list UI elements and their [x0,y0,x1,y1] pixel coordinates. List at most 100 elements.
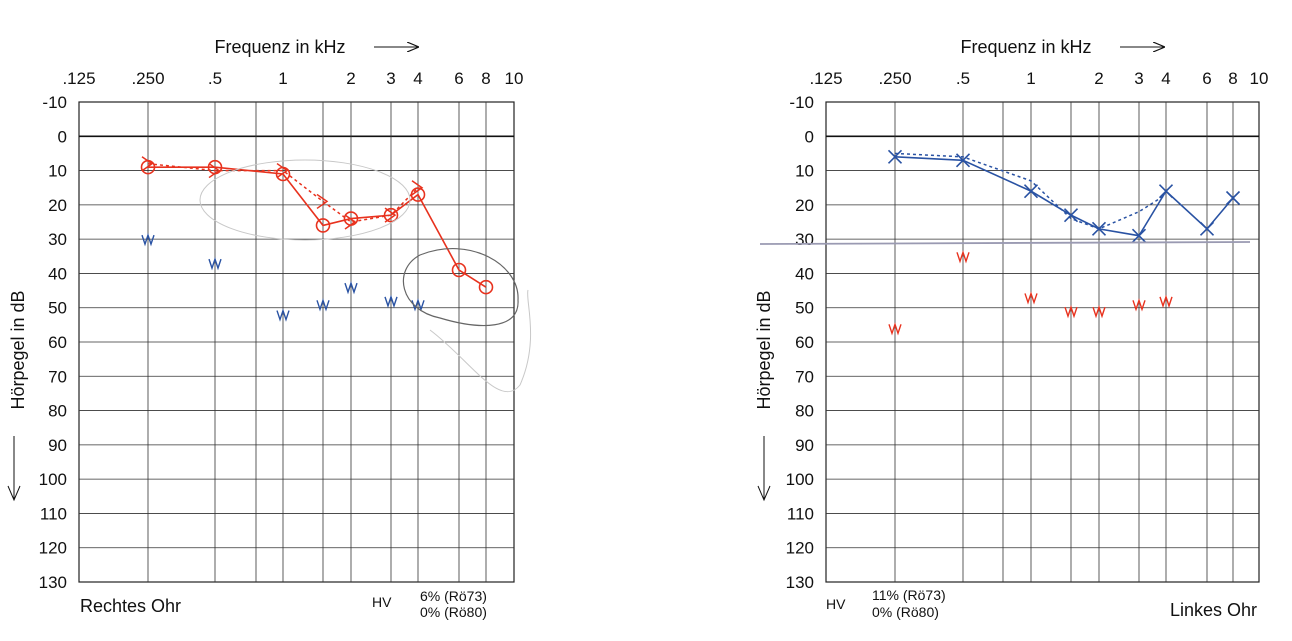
y-tick-label: 50 [48,299,67,318]
y-tick-label: -10 [789,93,814,112]
y-tick-label: 100 [39,470,67,489]
series-line [147,162,419,223]
data-point-bracket [384,207,397,223]
series-group-left [887,149,1241,336]
y-axis-title-left: Hörpegel in dB [754,290,774,409]
series-line [894,152,1167,230]
y-tick-label: 50 [795,299,814,318]
grid-right [78,101,515,583]
y-axis-title-right: Hörpegel in dB [8,290,28,409]
data-point-cross [1225,190,1241,206]
y-tick-label: 70 [795,367,814,386]
hv-value-1-left: 11% (Rö73) [872,587,946,603]
x-tick-labels-right: .125 .250 .5 1 2 3 4 6 8 10 [62,69,523,88]
data-point-masking [1132,298,1146,312]
x-tick-label: .250 [131,69,164,88]
data-point-masking [1064,304,1078,319]
y-tick-label: 30 [48,230,67,249]
y-tick-label: 100 [786,470,814,489]
y-tick-label: 0 [58,127,67,146]
y-tick-label: 10 [48,162,67,181]
data-point-masking [411,298,425,312]
x-tick-label: 1 [278,69,287,88]
data-point-cross [887,149,903,164]
y-tick-label: 30 [795,230,814,249]
x-tick-label: 2 [346,69,355,88]
pencil-ellipse [199,159,411,241]
data-point-masking [141,232,155,247]
x-tick-label: .5 [208,69,222,88]
x-tick-label: 10 [505,69,524,88]
y-tick-label: 120 [39,539,67,558]
pencil-annotations [199,159,1251,393]
y-tick-label: -10 [42,93,67,112]
data-point-bracket [411,180,424,196]
hv-value-2-left: 0% (Rö80) [872,604,939,620]
x-tick-label: 10 [1250,69,1269,88]
data-point-masking [1092,304,1106,319]
ear-label-left: Linkes Ohr [1170,600,1257,620]
y-tick-label: 60 [795,333,814,352]
y-tick-label: 60 [48,333,67,352]
y-tick-label: 130 [39,573,67,592]
data-point-cross [955,153,971,168]
y-tick-label: 80 [48,402,67,421]
y-tick-labels-right: -10 0 10 20 30 40 50 60 70 80 90 100 110 120 130 [39,93,67,592]
x-tick-label: .5 [956,69,970,88]
data-point-masking [316,298,330,312]
data-point-cross [1158,184,1174,199]
y-tick-label: 90 [48,436,67,455]
data-point-bracket [276,162,289,179]
y-tick-label: 110 [40,504,67,523]
data-point-masking [208,256,222,271]
grid-left [825,101,1260,583]
x-tick-label: 3 [1134,69,1143,88]
x-tick-label: 3 [386,69,395,88]
x-tick-labels-left: .125 .250 .5 1 2 3 4 6 8 10 [809,69,1268,88]
data-point-cross [1199,221,1215,236]
pencil-circle [402,247,519,327]
pencil-line [759,241,1251,245]
x-tick-label: 8 [481,69,490,88]
data-point-cross [1091,221,1107,236]
hv-value-2-right: 0% (Rö80) [420,604,487,620]
x-tick-label: 6 [1202,69,1211,88]
x-tick-label: 8 [1228,69,1237,88]
data-point-circle [478,279,494,295]
x-axis-title-left: Frequenz in kHz [960,37,1091,57]
pencil-scribble [429,289,532,393]
data-point-masking [956,250,970,264]
y-tick-label: 20 [795,196,814,215]
x-tick-label: .125 [809,69,842,88]
y-tick-label: 40 [48,264,67,283]
y-tick-label: 80 [795,402,814,421]
data-point-cross [1131,228,1147,243]
data-point-circle [315,218,331,233]
x-tick-label: 1 [1026,69,1035,88]
y-axis-arrow-head-right [7,485,21,502]
y-tick-label: 110 [787,504,814,523]
data-point-bracket [344,214,357,230]
data-point-masking [1024,291,1038,305]
data-point-bracket [208,162,221,179]
x-tick-label: .125 [62,69,95,88]
y-tick-label: 90 [795,436,814,455]
data-point-circle [451,262,467,278]
data-point-cross [1023,184,1039,199]
y-tick-label: 40 [795,264,814,283]
data-point-bracket [316,193,329,210]
data-point-masking [384,294,398,309]
data-point-masking [276,308,290,322]
series-group-right [140,156,494,322]
y-tick-label: 10 [795,162,814,181]
y-tick-label: 70 [48,367,67,386]
x-tick-label: 4 [413,69,422,88]
hv-label-left: HV [826,596,846,612]
ear-label-right: Rechtes Ohr [80,596,181,616]
y-tick-label: 120 [786,539,814,558]
x-tick-label: 4 [1161,69,1170,88]
data-point-circle [383,207,399,223]
y-tick-label: 130 [786,573,814,592]
x-axis-title-right: Frequenz in kHz [214,37,345,57]
